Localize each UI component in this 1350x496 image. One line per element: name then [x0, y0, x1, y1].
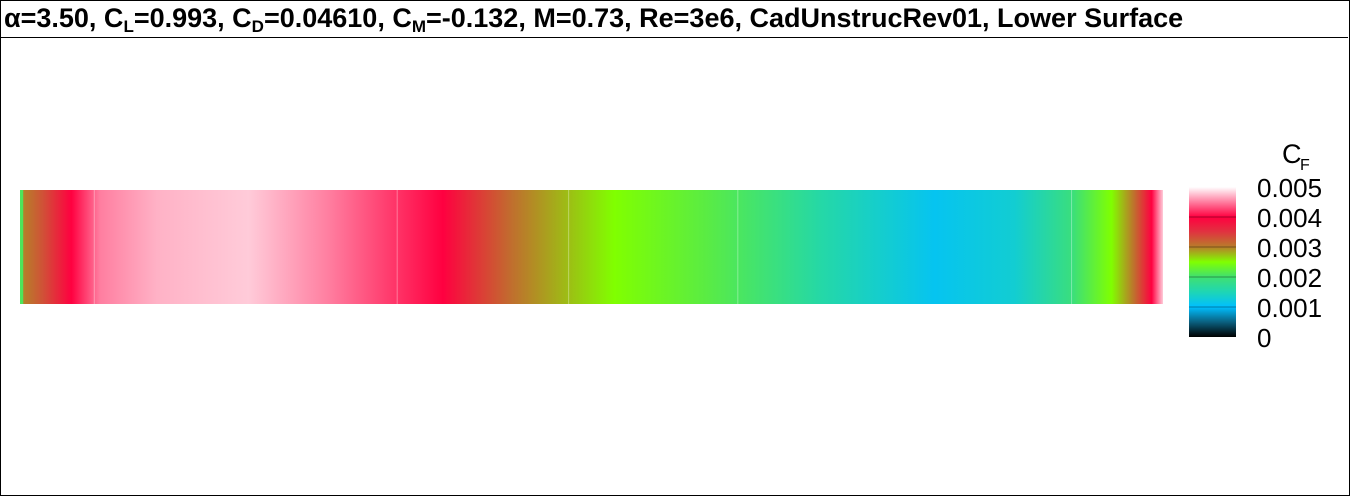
alpha-value: =3.50, C: [20, 3, 124, 33]
cl-value: =0.993, C: [133, 3, 252, 33]
colorbar-tick-label: 0.004: [1257, 203, 1322, 233]
cd-subscript: D: [251, 17, 264, 36]
colorbar-tick-label: 0.002: [1257, 263, 1322, 293]
alpha-symbol: α: [4, 3, 21, 33]
colorbar-title: C: [1282, 139, 1302, 169]
colorbar-tick-label: 0: [1257, 323, 1271, 353]
plot-title: α=3.50, CL=0.993, CD=0.04610, CM=-0.132,…: [0, 0, 1348, 38]
surface-contour: [20, 190, 1163, 304]
colorbar-fill: [1189, 187, 1236, 337]
surface-strip: [20, 190, 1163, 304]
leading-edge-strip: [20, 190, 23, 304]
cm-subscript: M: [411, 17, 426, 36]
colorbar: [1189, 187, 1236, 337]
colorbar-tick-label: 0.003: [1257, 233, 1322, 263]
cd-value: =0.04610, C: [263, 3, 412, 33]
colorbar-tick-label: 0.005: [1257, 173, 1322, 203]
cl-subscript: L: [123, 17, 134, 36]
cm-value: =-0.132, M=0.73, Re=3e6, CadUnstrucRev01…: [426, 3, 1184, 33]
colorbar-title-subscript: F: [1300, 157, 1310, 174]
colorbar-tick-label: 0.001: [1257, 293, 1322, 323]
